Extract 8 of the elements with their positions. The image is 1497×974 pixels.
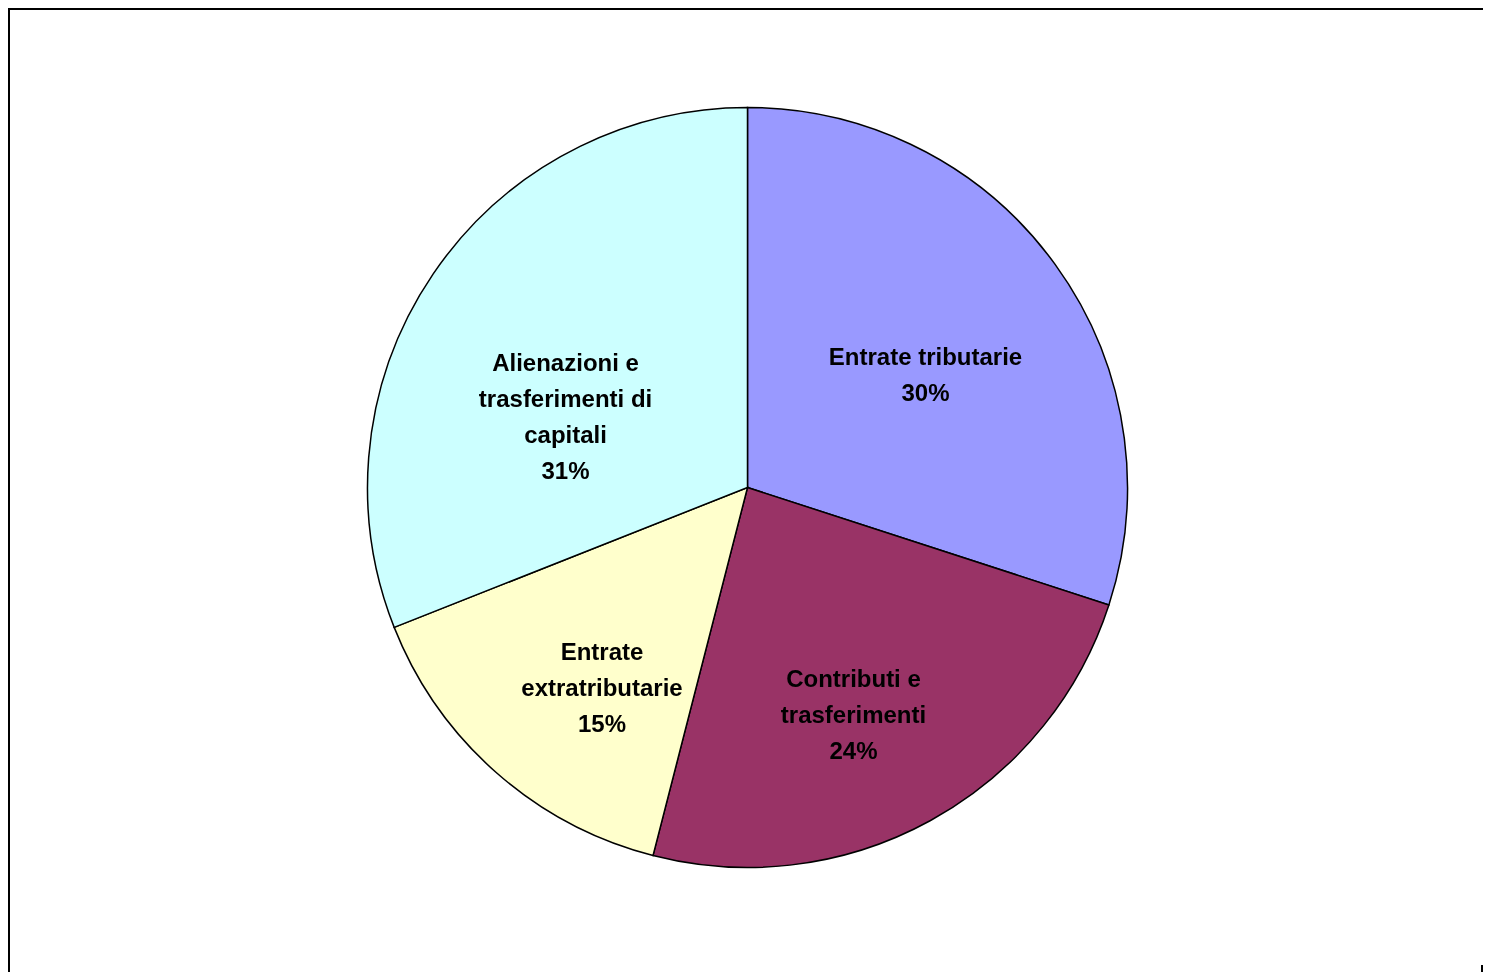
slice-label: Alienazioni e trasferimenti di capitali: [478, 348, 653, 448]
slice-label: Contributi e trasferimenti: [780, 665, 927, 729]
data-label: 15%: [577, 709, 627, 737]
data-label: 31%: [541, 456, 590, 484]
slice-label: Entrate tributarie: [828, 343, 1023, 371]
slice-label: Entrate extratributarie: [521, 637, 683, 701]
data-label: 30%: [901, 379, 950, 407]
data-label: 24%: [829, 737, 878, 765]
